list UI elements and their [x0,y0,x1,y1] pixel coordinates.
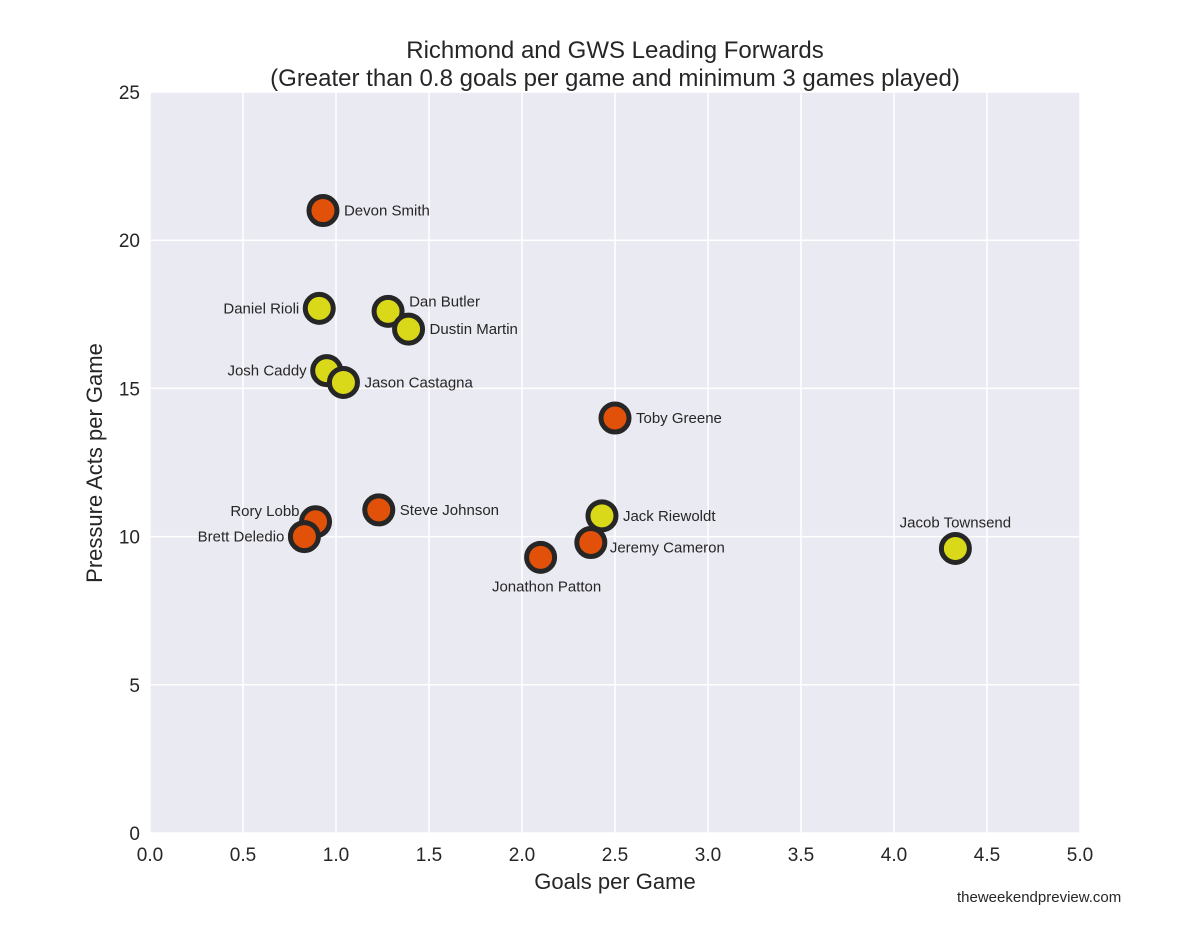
point-label: Rory Lobb [230,503,299,520]
point-label: Jason Castagna [364,374,473,391]
point-label: Brett Deledio [198,529,285,546]
data-point [585,499,619,533]
point-labels: Devon Smith Daniel Rioli Dan Butler Dustin … [198,203,1011,596]
point-label: Toby Greene [636,410,722,427]
data-point [326,365,360,399]
y-tick-label: 25 [119,83,140,104]
data-point [524,540,558,574]
x-tick-label: 1.0 [323,845,349,866]
data-point [362,493,396,527]
point-label: Jonathon Patton [492,578,601,595]
x-tick-label: 4.5 [974,845,1000,866]
point-label: Steve Johnson [400,502,499,519]
chart-title: Richmond and GWS Leading Forwards [406,37,824,64]
y-tick-label: 5 [129,676,140,697]
x-tick-label: 5.0 [1067,845,1093,866]
point-label: Daniel Rioli [223,300,299,317]
watermark: theweekendpreview.com [957,889,1122,906]
point-label: Josh Caddy [227,363,307,380]
data-point [287,520,321,554]
point-label: Dan Butler [409,293,480,310]
x-tick-label: 3.5 [788,845,814,866]
data-point [598,401,632,435]
x-axis-label: Goals per Game [534,869,695,894]
y-tick-label: 15 [119,379,140,400]
point-label: Jacob Townsend [900,514,1011,531]
x-tick-label: 0.5 [230,845,256,866]
data-point [574,526,608,560]
tick-labels: 0.0 0.5 1.0 1.5 2.0 2.5 3.0 3.5 4.0 4.5 5.0 0 5 10 15 2… [119,83,1093,866]
data-point [392,312,426,346]
x-tick-label: 2.0 [509,845,535,866]
data-point [371,294,405,328]
y-axis-label: Pressure Acts per Game [82,343,107,583]
y-tick-label: 0 [129,824,140,845]
point-label: Jack Riewoldt [623,508,716,525]
x-tick-label: 2.5 [602,845,628,866]
point-label: Jeremy Cameron [610,540,725,557]
x-tick-label: 0.0 [137,845,163,866]
data-point [306,194,340,228]
data-points [287,194,972,574]
y-tick-label: 20 [119,231,140,252]
x-tick-label: 3.0 [695,845,721,866]
point-label: Devon Smith [344,203,430,220]
data-point [302,291,336,325]
point-label: Dustin Martin [430,321,518,338]
x-tick-label: 4.0 [881,845,907,866]
y-tick-label: 10 [119,528,140,549]
chart-subtitle: (Greater than 0.8 goals per game and min… [270,65,960,92]
x-tick-label: 1.5 [416,845,442,866]
data-point [938,531,972,565]
